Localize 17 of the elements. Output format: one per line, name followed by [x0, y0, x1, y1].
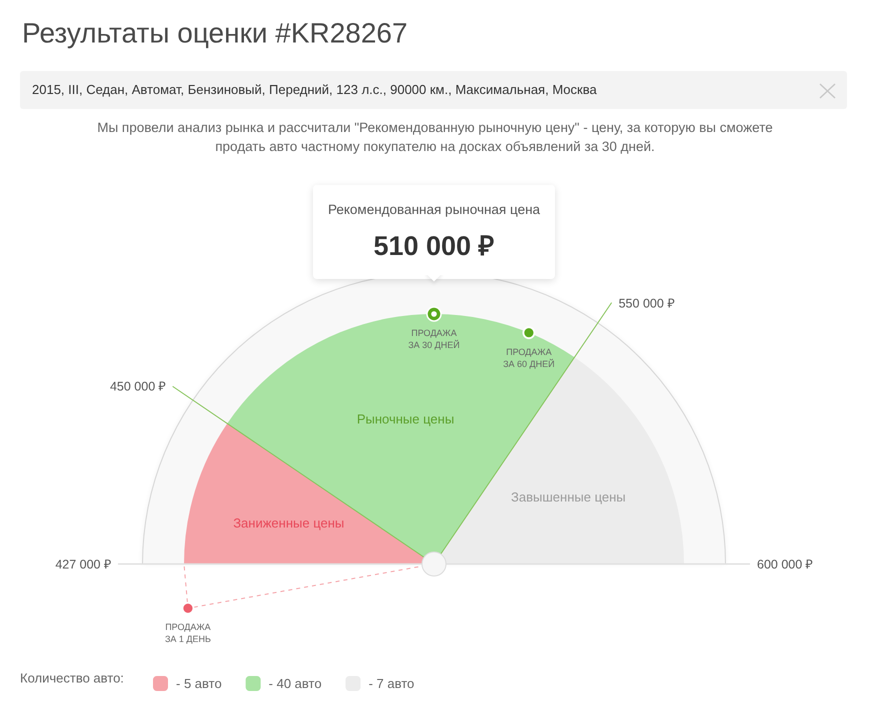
- parameters-field: 2015, III, Седан, Автомат, Бензиновый, Передний, 123 л.с., 90000 км., Максимальная, Москва: [20, 71, 847, 109]
- text: ПРОДАЖА ЗА 60 ДНЕЙ: [502, 346, 556, 370]
- text: Заниженные цены: [233, 516, 344, 531]
- text: ПРОДАЖА ЗА 30 ДНЕЙ: [407, 327, 461, 351]
- chart-subtitle: Мы провели анализ рынка и рассчитали "Рекомендованную рыночную цену" - цену, за которую вы сможете продать авто частному покупателю на досках объявлений за 30 дней.: [96, 119, 774, 156]
- legend-label: - 7 авто: [368, 676, 414, 691]
- legend-title: Количество авто:: [20, 670, 124, 686]
- text: 450 000 ₽: [110, 378, 166, 395]
- legend-label: - 40 авто: [268, 676, 322, 691]
- legend-label: - 5 авто: [176, 676, 222, 691]
- chart-title: Результаты оценки #KR28267: [22, 18, 408, 48]
- text: ПРОДАЖА ЗА 1 ДЕНЬ: [164, 621, 212, 646]
- text: 550 000 ₽: [618, 295, 674, 312]
- text: 427 000 ₽: [55, 556, 111, 572]
- text: 600 000 ₽: [757, 556, 813, 572]
- text: Рыночные цены: [356, 411, 454, 426]
- text: Завышенные цены: [511, 489, 626, 504]
